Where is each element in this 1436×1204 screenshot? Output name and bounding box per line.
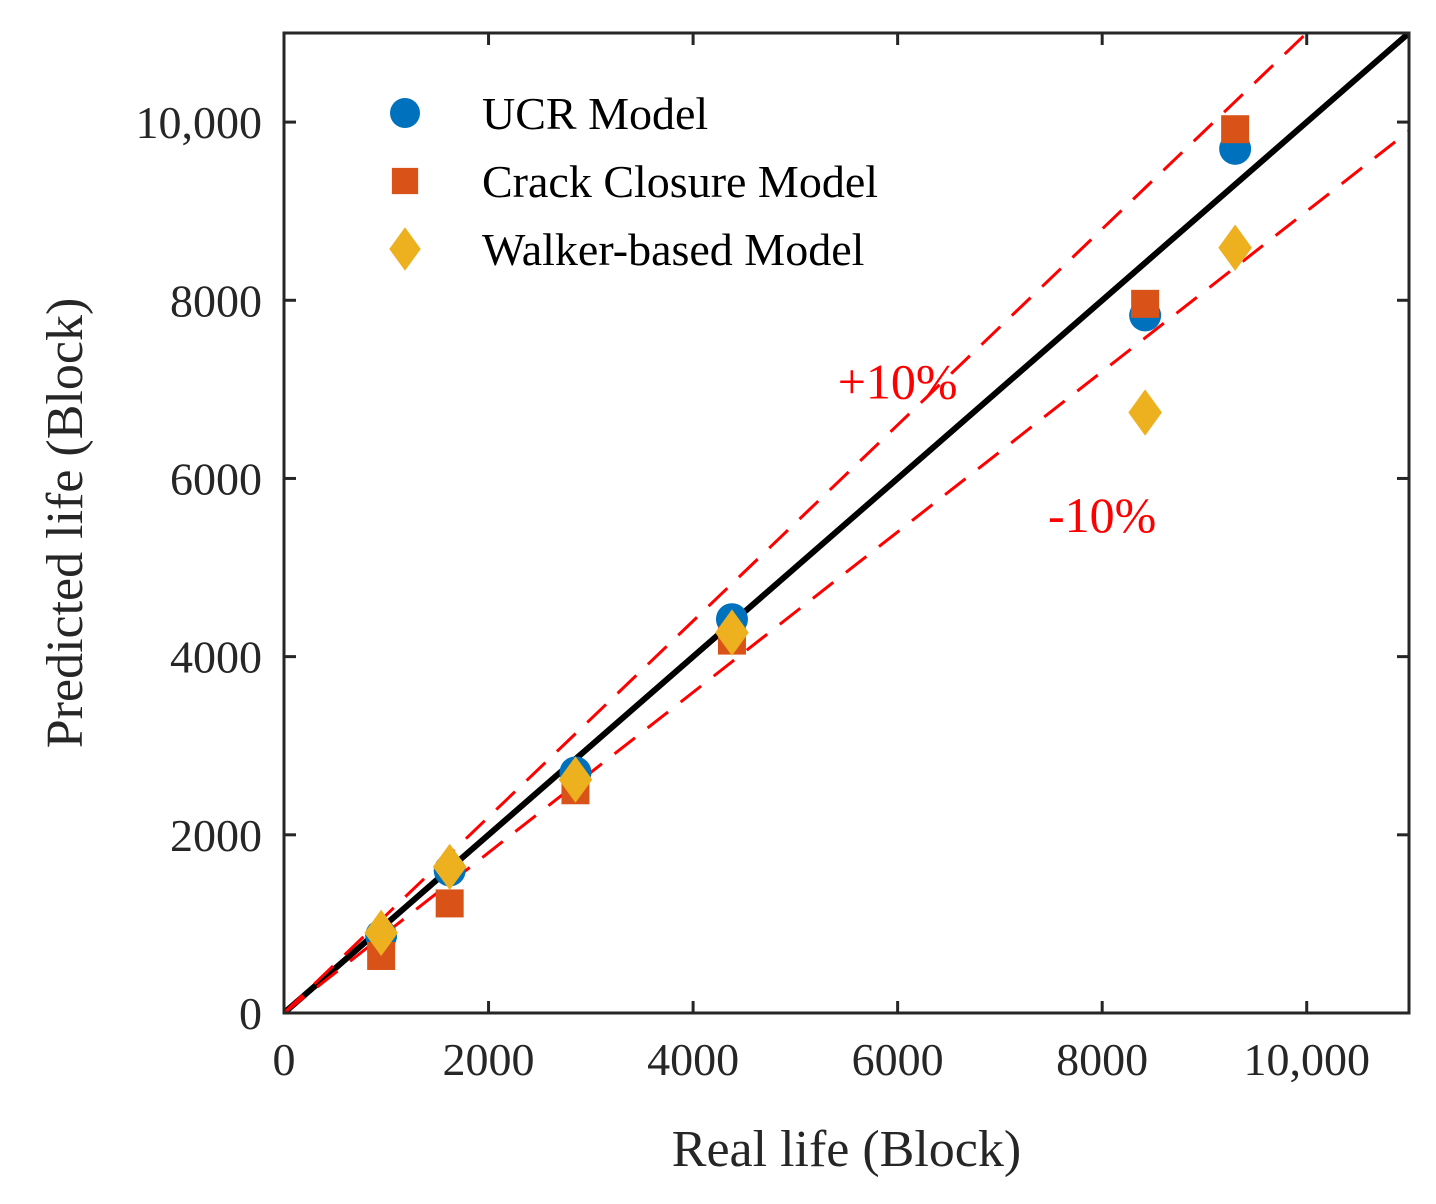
legend-label: Walker-based Model (482, 224, 864, 275)
legend-label: Crack Closure Model (482, 156, 878, 207)
y-tick-label: 8000 (170, 275, 262, 326)
legend-item: Walker-based Model (389, 224, 864, 275)
plot-area-frame (282, 31, 1411, 1015)
data-point-diamond (432, 843, 467, 891)
y-tick-label: 0 (239, 988, 262, 1039)
y-tick-label: 6000 (170, 453, 262, 504)
annotation-label: -10% (1048, 487, 1156, 543)
x-tick-label: 10,000 (1243, 1034, 1370, 1085)
data-point-square (1221, 115, 1250, 144)
annotation-label: +10% (838, 353, 958, 409)
annotations: +10% -10% (838, 353, 1157, 543)
series-diamond (364, 224, 1252, 957)
x-tick-label: 0 (273, 1034, 296, 1085)
axis-ticks (282, 33, 1409, 1015)
legend-item: UCR Model (390, 88, 708, 139)
y-tick-label: 10,000 (136, 97, 263, 148)
x-tick-label: 4000 (647, 1034, 739, 1085)
legend-label: UCR Model (482, 88, 708, 139)
data-point-square (435, 889, 464, 918)
data-point-diamond (1128, 389, 1162, 436)
x-tick-label: 2000 (443, 1034, 535, 1085)
legend-item: Crack Closure Model (391, 156, 878, 207)
data-point-square (391, 167, 419, 195)
x-tick-label: 8000 (1056, 1034, 1148, 1085)
data-point-diamond (715, 609, 749, 656)
reference-line (284, 33, 1409, 1013)
data-point-diamond (364, 909, 398, 957)
legend: UCR Model Crack Closure Model Walker-based… (389, 88, 878, 275)
x-axis-title: Real life (Block) (672, 1121, 1021, 1178)
reference-lines (284, 33, 1409, 1013)
data-point-diamond (389, 227, 421, 271)
reference-line (284, 33, 1309, 1013)
x-tick-label: 6000 (852, 1034, 944, 1085)
data-point-square (1131, 289, 1160, 318)
y-axis-title: Predicted life (Block) (37, 298, 94, 749)
data-point-diamond (558, 756, 593, 803)
data-point-circle (390, 98, 420, 128)
y-tick-label: 4000 (170, 632, 262, 683)
data-point-diamond (1218, 224, 1252, 271)
y-tick-label: 2000 (170, 810, 262, 861)
reference-line (284, 129, 1409, 1013)
data-markers (364, 115, 1252, 970)
tick-labels: 0 2000 4000 6000 8000 10,000 0 2000 4000 6000 8000… (136, 97, 1370, 1085)
